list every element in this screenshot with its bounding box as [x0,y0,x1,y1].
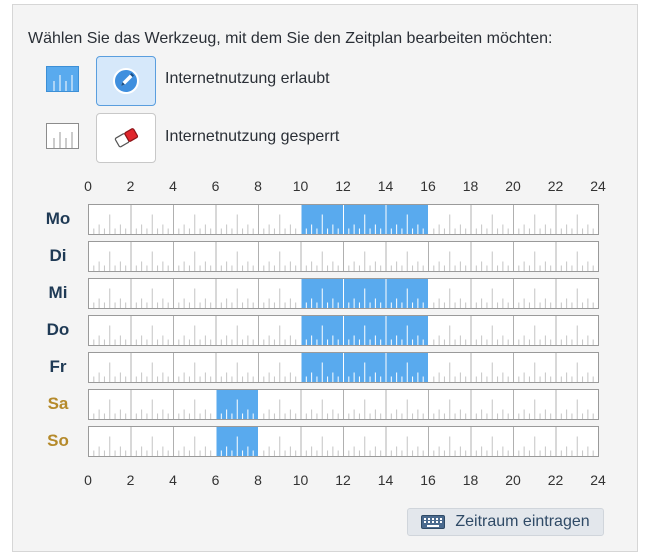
top-axis-tick-10: 10 [292,178,309,194]
top-axis-tick-18: 18 [462,178,479,194]
blocked-tool-button[interactable] [96,113,156,163]
day-label-fr: Fr [49,357,67,376]
top-axis-tick-22: 22 [547,178,564,194]
schedule-row-mi[interactable] [88,278,599,309]
schedule-row-mo[interactable] [88,204,599,235]
day-label-di: Di [49,246,67,265]
ruler-icon [53,132,73,148]
day-label-sa: Sa [47,394,69,413]
pen-icon [113,68,139,94]
row-border [88,278,599,309]
day-label-so: So [47,431,69,450]
keyboard-icon [421,515,446,529]
bottom-axis-tick-22: 22 [547,472,564,488]
bottom-axis-tick-0: 0 [84,472,92,488]
schedule-row-di[interactable] [88,241,599,272]
schedule-row-do[interactable] [88,315,599,346]
row-border [88,426,599,457]
bottom-axis-tick-12: 12 [335,472,351,488]
bottom-axis-tick-24: 24 [590,472,606,488]
row-border [88,389,599,420]
row-border [88,241,599,272]
top-axis-tick-20: 20 [505,178,521,194]
blocked-tool-label: Internetnutzung gesperrt [165,128,340,145]
eraser-icon [114,128,139,148]
schedule-row-sa[interactable] [88,389,599,420]
legend-blocked-swatch [46,123,79,149]
row-border [88,352,599,383]
row-border [88,204,599,235]
allowed-tool-label: Internetnutzung erlaubt [165,70,330,87]
day-label-mi: Mi [48,283,68,302]
bottom-axis-tick-4: 4 [169,472,177,488]
bottom-axis-tick-18: 18 [462,472,479,488]
day-label-mo: Mo [45,209,71,228]
row-border [88,315,599,346]
top-axis-tick-24: 24 [590,178,606,194]
enter-time-range-label: Zeitraum eintragen [455,513,590,530]
top-axis-tick-16: 16 [420,178,436,194]
top-axis-tick-12: 12 [335,178,351,194]
bottom-axis-tick-10: 10 [292,472,309,488]
bottom-axis-tick-16: 16 [420,472,436,488]
bottom-axis-tick-20: 20 [505,472,521,488]
instruction-text: Wählen Sie das Werkzeug, mit dem Sie den… [28,30,553,47]
schedule-row-so[interactable] [88,426,599,457]
bottom-axis-tick-6: 6 [211,472,220,488]
top-axis-tick-0: 0 [84,178,92,194]
legend-allowed-swatch [46,66,79,92]
bottom-axis-tick-2: 2 [126,472,135,488]
top-axis-tick-2: 2 [126,178,135,194]
bottom-axis-tick-8: 8 [254,472,262,488]
top-axis-tick-14: 14 [377,178,394,194]
day-label-do: Do [46,320,70,339]
ruler-icon [53,75,73,91]
schedule-row-fr[interactable] [88,352,599,383]
allowed-tool-button[interactable] [96,56,156,106]
top-axis-tick-8: 8 [254,178,262,194]
top-axis-tick-6: 6 [211,178,220,194]
top-axis-tick-4: 4 [169,178,177,194]
bottom-axis-tick-14: 14 [377,472,394,488]
enter-time-range-button[interactable]: Zeitraum eintragen [407,508,604,536]
